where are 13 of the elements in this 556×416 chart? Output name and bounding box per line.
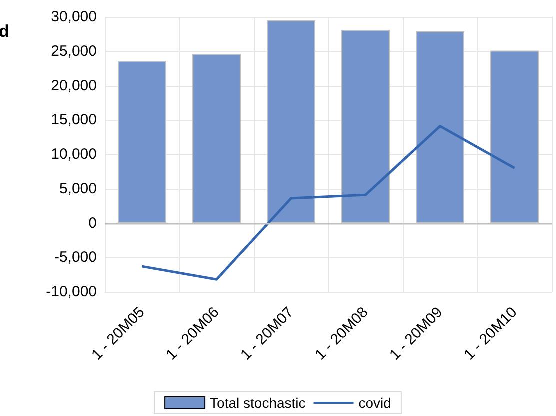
text: d bbox=[0, 22, 10, 41]
y-tick-label: -10,000 bbox=[46, 284, 97, 300]
y-tick-label: 0 bbox=[88, 214, 97, 232]
y-tick-label: 30,000 bbox=[51, 8, 97, 26]
y-tick-label: -5,000 bbox=[54, 249, 97, 266]
line-series bbox=[141, 125, 516, 281]
y-tick-label: 25,000 bbox=[51, 42, 97, 60]
legend-label: Total stochastic bbox=[210, 395, 306, 411]
y-tick-label: 10,000 bbox=[51, 146, 97, 163]
y-tick-label: 15,000 bbox=[51, 112, 97, 129]
legend-label: covid bbox=[358, 395, 392, 411]
y-tick-label: 5,000 bbox=[59, 180, 97, 198]
y-tick-label: 20,000 bbox=[51, 77, 97, 94]
